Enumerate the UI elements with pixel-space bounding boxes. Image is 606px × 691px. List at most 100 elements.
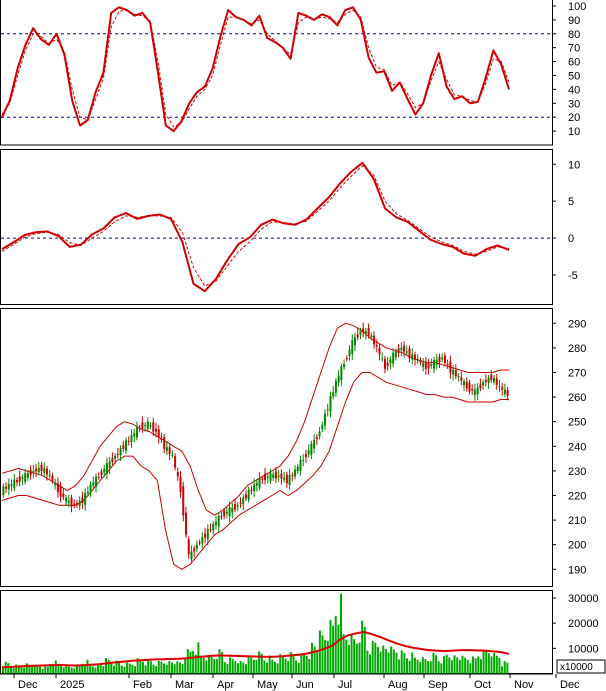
x-tick-label: Apr	[217, 679, 234, 691]
time-axis: Dec 2025 Feb Mar Apr May Jun Jul Aug Sep Oct Nov Dec	[0, 673, 580, 691]
candle-body	[386, 363, 389, 367]
candle-body	[362, 328, 365, 333]
volume-bar	[7, 663, 10, 674]
y-tick-label: 50	[568, 70, 580, 82]
candle-body	[269, 473, 272, 482]
volume-bar	[60, 666, 63, 674]
candle-body	[457, 376, 460, 378]
candle-body	[261, 478, 264, 480]
y-tick-label: 70	[568, 43, 580, 55]
macd-panel: 10 5 0 -5	[0, 149, 580, 305]
volume-bar	[258, 651, 261, 674]
candle-body	[62, 493, 65, 498]
volume-bar	[469, 663, 472, 674]
volume-bar	[413, 657, 416, 674]
candle-body	[495, 378, 498, 386]
volume-bar	[38, 666, 41, 674]
candle-body	[119, 448, 122, 456]
volume-bar	[276, 663, 279, 674]
candle-body	[302, 459, 305, 461]
volume-bar	[313, 646, 316, 674]
candle-body	[89, 484, 92, 493]
volume-unit-label: x10000	[560, 662, 593, 673]
candle-body	[198, 542, 201, 544]
volume-bar	[163, 663, 166, 674]
bollinger-upper-band	[1, 322, 509, 516]
candle-body	[244, 494, 247, 499]
y-tick-label: 270	[568, 367, 586, 379]
volume-bar	[495, 655, 498, 674]
volume-bar	[155, 666, 158, 674]
candle-body	[356, 334, 359, 338]
candle-body	[130, 435, 133, 442]
candle-body	[105, 463, 108, 474]
candle-body	[247, 489, 250, 500]
x-tick-label: Dec	[18, 679, 38, 691]
volume-bar	[384, 649, 387, 674]
volume-bar	[461, 655, 464, 674]
volume-bar	[207, 654, 210, 674]
y-tick-label: 280	[568, 343, 586, 355]
volume-bar	[213, 659, 216, 674]
volume-bar	[284, 658, 287, 674]
volume-bar	[371, 640, 374, 674]
volume-bar	[89, 665, 92, 674]
volume-bar	[353, 639, 356, 674]
y-tick-label: 0	[568, 233, 574, 245]
volume-bar	[318, 630, 321, 674]
candle-body	[111, 458, 114, 463]
y-tick-label: 250	[568, 417, 586, 429]
macd-y-axis: 10 5 0 -5	[552, 159, 580, 282]
candle-body	[471, 388, 474, 391]
volume-bar	[303, 653, 306, 674]
volume-bar	[260, 653, 263, 674]
volume-bar	[73, 668, 76, 674]
x-tick-label: Jun	[296, 679, 314, 691]
volume-bar	[437, 661, 440, 674]
candle-body	[78, 500, 81, 506]
volume-bar	[23, 667, 26, 674]
stochastic-main-line	[1, 6, 510, 133]
candle-body	[332, 391, 335, 397]
volume-bar	[350, 634, 353, 674]
volume-bar	[237, 663, 240, 674]
volume-bar	[305, 656, 308, 674]
candle-body	[438, 356, 441, 363]
candle-body	[144, 424, 147, 426]
volume-bar	[252, 659, 255, 674]
volume-bar	[326, 640, 329, 674]
volume-bar	[68, 666, 71, 674]
candle-body	[392, 352, 395, 364]
y-tick-label: 60	[568, 57, 580, 69]
candle-body	[65, 497, 68, 502]
volume-bar	[9, 667, 12, 674]
y-tick-label: -5	[568, 270, 578, 282]
volume-bar	[266, 662, 269, 674]
candle-body	[21, 477, 24, 480]
volume-bar	[181, 663, 184, 674]
candle-body	[255, 483, 258, 486]
volume-bar	[149, 661, 152, 674]
candle-body	[370, 335, 373, 338]
volume-bar	[392, 649, 395, 674]
volume-bar	[403, 653, 406, 674]
volume-bar	[289, 652, 292, 674]
x-tick-label: Dec	[560, 679, 580, 691]
volume-bar	[210, 657, 213, 674]
candle-body	[54, 482, 57, 486]
volume-bar	[171, 662, 173, 674]
volume-bar	[390, 646, 393, 674]
candle-body	[116, 453, 119, 455]
macd-panel-frame	[0, 149, 553, 305]
x-tick-label: Nov	[514, 679, 534, 691]
volume-bar	[363, 626, 366, 674]
y-tick-label: 10000	[568, 643, 599, 655]
candle-body	[13, 479, 16, 489]
candle-body	[373, 335, 376, 345]
volume-bar	[445, 654, 448, 674]
volume-bar	[134, 666, 137, 674]
candle-body	[160, 438, 163, 441]
candle-body	[264, 473, 267, 481]
y-tick-label: 30000	[568, 593, 599, 605]
candle-body	[433, 359, 436, 369]
